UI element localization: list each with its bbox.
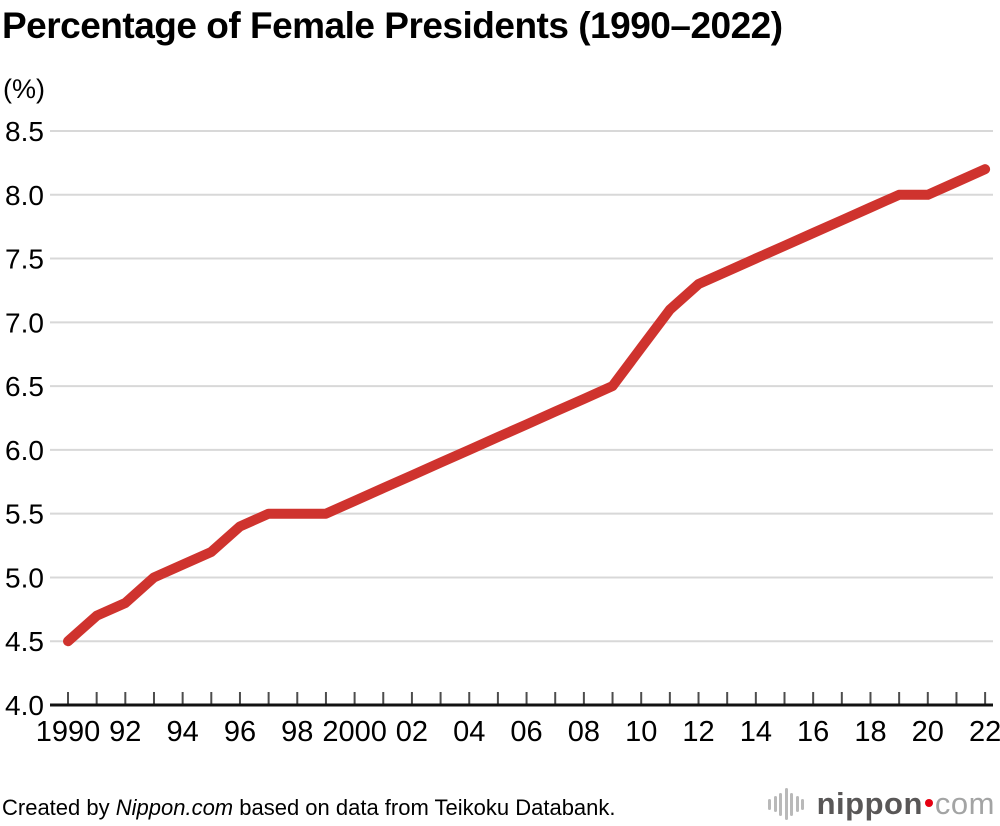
x-tick-label: 94 <box>167 716 199 748</box>
waveform-icon <box>768 788 807 820</box>
footer-credit-suffix: based on data from Teikoku Databank. <box>233 795 616 820</box>
data-line-female-presidents <box>63 164 991 647</box>
logo-tld-text: com <box>934 786 995 821</box>
x-tick-label: 08 <box>568 716 600 748</box>
chart-title: Percentage of Female Presidents (1990–20… <box>2 5 783 46</box>
y-tick-label: 8.5 <box>5 116 44 147</box>
y-axis-unit-label: (%) <box>3 74 45 104</box>
logo-dot <box>924 799 933 807</box>
y-tick-label: 5.0 <box>5 562 44 593</box>
x-tick-label: 96 <box>224 716 256 748</box>
y-tick-label: 8.0 <box>5 180 44 211</box>
y-tick-label: 6.5 <box>5 371 44 402</box>
x-tick-label: 16 <box>797 716 829 748</box>
x-tick-label: 04 <box>453 716 485 748</box>
footer-credit: Created by Nippon.com based on data from… <box>2 795 616 821</box>
nippon-logo: nippon com <box>768 786 995 822</box>
x-tick-label: 2000 <box>322 716 387 748</box>
x-tick-label: 20 <box>912 716 944 748</box>
x-tick-label: 92 <box>109 716 141 748</box>
x-tick-label: 22 <box>969 716 1000 748</box>
y-tick-label: 7.5 <box>5 244 44 275</box>
x-tick-label: 02 <box>396 716 428 748</box>
logo-name-text: nippon <box>816 786 923 821</box>
y-tick-label: 7.0 <box>5 307 44 338</box>
x-tick-label: 14 <box>740 716 772 748</box>
x-tick-label: 12 <box>682 716 714 748</box>
x-tick-label: 1990 <box>36 716 101 748</box>
y-tick-label: 4.5 <box>5 626 44 657</box>
footer-credit-source: Nippon.com <box>115 795 234 820</box>
footer-credit-prefix: Created by <box>2 795 116 820</box>
x-tick-label: 06 <box>510 716 542 748</box>
y-tick-label: 6.0 <box>5 435 44 466</box>
y-tick-label: 4.0 <box>5 690 44 721</box>
x-tick-label: 10 <box>625 716 657 748</box>
x-tick-label: 18 <box>854 716 886 748</box>
y-tick-label: 5.5 <box>5 499 44 530</box>
x-tick-label: 98 <box>281 716 313 748</box>
